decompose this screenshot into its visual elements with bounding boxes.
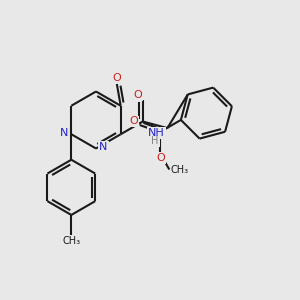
Text: O: O (133, 90, 142, 100)
Text: N: N (99, 142, 108, 152)
Text: CH₃: CH₃ (62, 236, 80, 246)
Text: CH₃: CH₃ (171, 164, 189, 175)
Text: H: H (152, 136, 159, 146)
Text: NH: NH (148, 128, 165, 138)
Text: N: N (60, 128, 68, 138)
Text: O: O (157, 153, 166, 163)
Text: O: O (130, 116, 138, 127)
Text: O: O (112, 74, 121, 83)
